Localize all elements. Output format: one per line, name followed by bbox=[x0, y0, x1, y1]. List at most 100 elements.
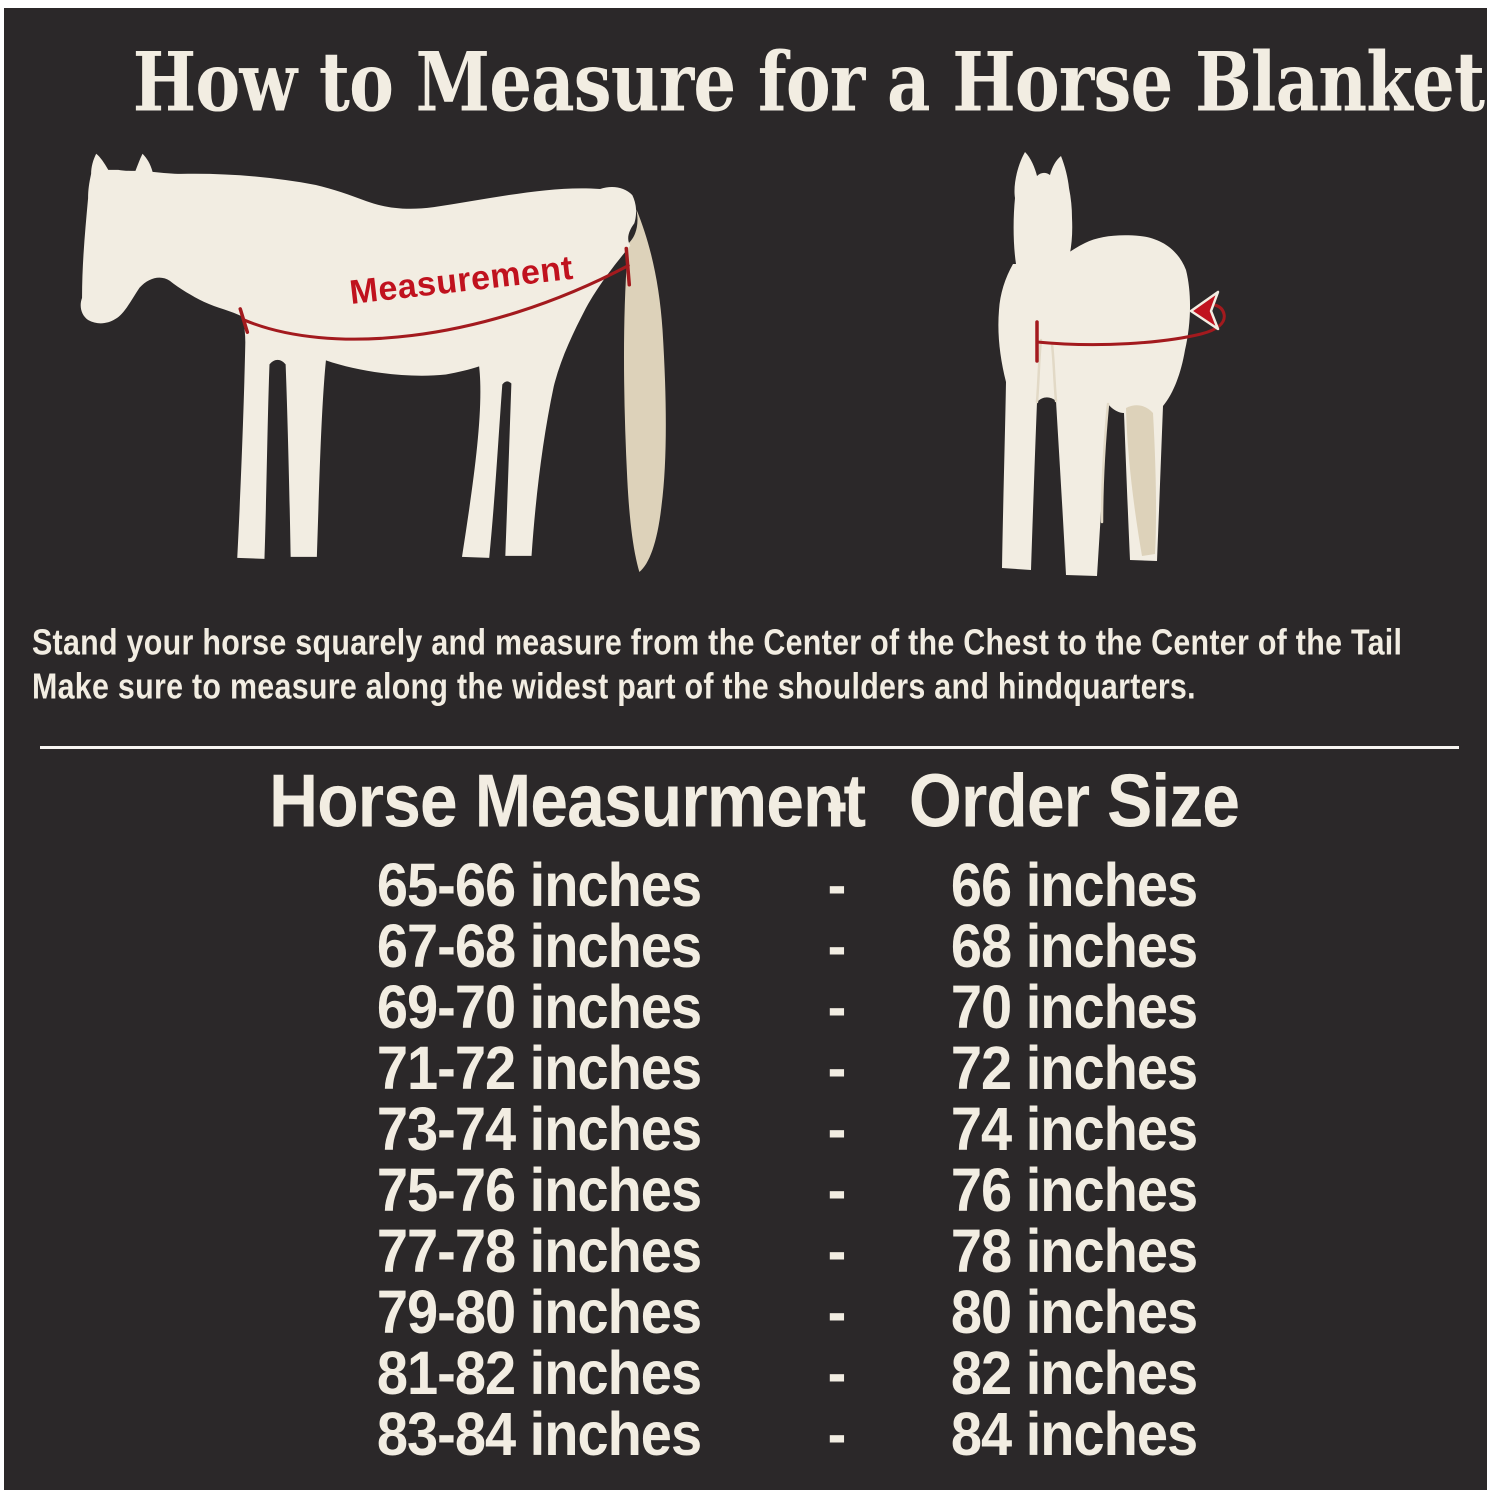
page-title-text: How to Measure for a Horse Blanket bbox=[132, 34, 1485, 130]
row-separator: - bbox=[827, 1337, 847, 1408]
row-separator: - bbox=[827, 1215, 847, 1286]
row-measurement-cell: 73-74 inches bbox=[269, 1093, 809, 1164]
horse-tail bbox=[623, 209, 666, 572]
table-row: 79-80 inches - 80 inches bbox=[4, 1276, 1487, 1347]
row-measurement: 81-82 inches bbox=[376, 1337, 702, 1408]
row-order-size-cell: 72 inches bbox=[864, 1032, 1284, 1103]
horse-body bbox=[80, 153, 637, 559]
horse-head bbox=[1013, 152, 1073, 308]
row-separator: - bbox=[827, 1154, 847, 1225]
row-separator-cell: - bbox=[809, 910, 864, 981]
hind-leg-shading bbox=[1126, 405, 1157, 556]
row-order-size-cell: 74 inches bbox=[864, 1093, 1284, 1164]
row-order-size: 82 inches bbox=[950, 1337, 1198, 1408]
row-order-size: 76 inches bbox=[950, 1154, 1198, 1225]
row-order-size-cell: 70 inches bbox=[864, 971, 1284, 1042]
row-measurement: 79-80 inches bbox=[376, 1276, 702, 1347]
page-title: How to Measure for a Horse Blanket bbox=[4, 34, 1487, 130]
row-separator: - bbox=[827, 1276, 847, 1347]
row-order-size: 80 inches bbox=[950, 1276, 1198, 1347]
table-row: 73-74 inches - 74 inches bbox=[4, 1093, 1487, 1164]
measurement-line bbox=[242, 264, 630, 341]
front-view-figure bbox=[949, 146, 1309, 608]
row-order-size: 78 inches bbox=[950, 1215, 1198, 1286]
row-measurement: 73-74 inches bbox=[376, 1093, 702, 1164]
table-row: 67-68 inches - 68 inches bbox=[4, 910, 1487, 981]
table-row: 77-78 inches - 78 inches bbox=[4, 1215, 1487, 1286]
header-separator: - bbox=[825, 759, 849, 843]
row-measurement: 75-76 inches bbox=[376, 1154, 702, 1225]
header-order-size-label: Order Size bbox=[908, 759, 1240, 843]
row-separator: - bbox=[827, 849, 847, 920]
row-measurement-cell: 83-84 inches bbox=[269, 1398, 809, 1469]
measurement-start-tick bbox=[238, 307, 250, 334]
row-measurement-cell: 75-76 inches bbox=[269, 1154, 809, 1225]
row-order-size: 84 inches bbox=[950, 1398, 1198, 1469]
header-horse-measurement-label: Horse Measurment bbox=[269, 759, 866, 843]
row-order-size: 70 inches bbox=[950, 971, 1198, 1042]
row-measurement-cell: 65-66 inches bbox=[269, 849, 809, 920]
table-row: 69-70 inches - 70 inches bbox=[4, 971, 1487, 1042]
row-measurement: 67-68 inches bbox=[376, 910, 702, 981]
row-measurement-cell: 67-68 inches bbox=[269, 910, 809, 981]
row-order-size-cell: 66 inches bbox=[864, 849, 1284, 920]
header-cell-separator: - bbox=[809, 756, 864, 846]
row-order-size-cell: 82 inches bbox=[864, 1337, 1284, 1408]
row-separator-cell: - bbox=[809, 1215, 864, 1286]
row-separator-cell: - bbox=[809, 1337, 864, 1408]
row-separator-cell: - bbox=[809, 1398, 864, 1469]
row-measurement: 65-66 inches bbox=[376, 849, 702, 920]
table-row: 75-76 inches - 76 inches bbox=[4, 1154, 1487, 1225]
row-separator-cell: - bbox=[809, 971, 864, 1042]
row-separator: - bbox=[827, 971, 847, 1042]
row-separator-cell: - bbox=[809, 1032, 864, 1103]
row-measurement-cell: 79-80 inches bbox=[269, 1276, 809, 1347]
measurement-end-tick bbox=[624, 246, 632, 287]
infographic-panel: How to Measure for a Horse Blanket Measu… bbox=[4, 8, 1487, 1490]
instruction-line-2: Make sure to measure along the widest pa… bbox=[32, 665, 1196, 707]
row-measurement: 77-78 inches bbox=[376, 1215, 702, 1286]
row-order-size-cell: 68 inches bbox=[864, 910, 1284, 981]
row-order-size: 72 inches bbox=[950, 1032, 1198, 1103]
instructions: Stand your horse squarely and measure fr… bbox=[32, 620, 1482, 708]
row-measurement-cell: 81-82 inches bbox=[269, 1337, 809, 1408]
row-separator-cell: - bbox=[809, 1154, 864, 1225]
front-view-horse-illustration bbox=[998, 152, 1226, 576]
instruction-line-1: Stand your horse squarely and measure fr… bbox=[32, 621, 1403, 663]
row-order-size: 74 inches bbox=[950, 1093, 1198, 1164]
row-order-size-cell: 84 inches bbox=[864, 1398, 1284, 1469]
header-cell-measurement: Horse Measurment bbox=[269, 756, 866, 846]
divider-line bbox=[40, 746, 1459, 749]
row-separator-cell: - bbox=[809, 1276, 864, 1347]
row-order-size-cell: 76 inches bbox=[864, 1154, 1284, 1225]
size-table: Horse Measurment - Order Size 65-66 inch… bbox=[4, 756, 1487, 1469]
row-measurement: 71-72 inches bbox=[376, 1032, 702, 1103]
row-order-size: 66 inches bbox=[950, 849, 1198, 920]
row-separator-cell: - bbox=[809, 849, 864, 920]
table-row: 71-72 inches - 72 inches bbox=[4, 1032, 1487, 1103]
header-cell-order-size: Order Size bbox=[864, 756, 1284, 846]
row-order-size-cell: 80 inches bbox=[864, 1276, 1284, 1347]
table-row: 81-82 inches - 82 inches bbox=[4, 1337, 1487, 1408]
row-separator: - bbox=[827, 1398, 847, 1469]
row-separator: - bbox=[827, 1093, 847, 1164]
table-row: 83-84 inches - 84 inches bbox=[4, 1398, 1487, 1469]
row-order-size: 68 inches bbox=[950, 910, 1198, 981]
girth-measurement-line bbox=[1035, 303, 1226, 347]
row-measurement-cell: 71-72 inches bbox=[269, 1032, 809, 1103]
arrowhead bbox=[1189, 290, 1220, 331]
row-measurement-cell: 77-78 inches bbox=[269, 1215, 809, 1286]
row-measurement-cell: 69-70 inches bbox=[269, 971, 809, 1042]
row-measurement: 69-70 inches bbox=[376, 971, 702, 1042]
side-view-horse-illustration bbox=[80, 153, 666, 572]
row-order-size-cell: 78 inches bbox=[864, 1215, 1284, 1286]
row-measurement: 83-84 inches bbox=[376, 1398, 702, 1469]
row-separator-cell: - bbox=[809, 1093, 864, 1164]
row-separator: - bbox=[827, 1032, 847, 1103]
row-separator: - bbox=[827, 910, 847, 981]
body-contour-lines bbox=[1035, 338, 1110, 524]
table-row: 65-66 inches - 66 inches bbox=[4, 849, 1487, 920]
side-view-figure: Measurement bbox=[76, 146, 721, 611]
size-table-header: Horse Measurment - Order Size bbox=[4, 756, 1487, 846]
